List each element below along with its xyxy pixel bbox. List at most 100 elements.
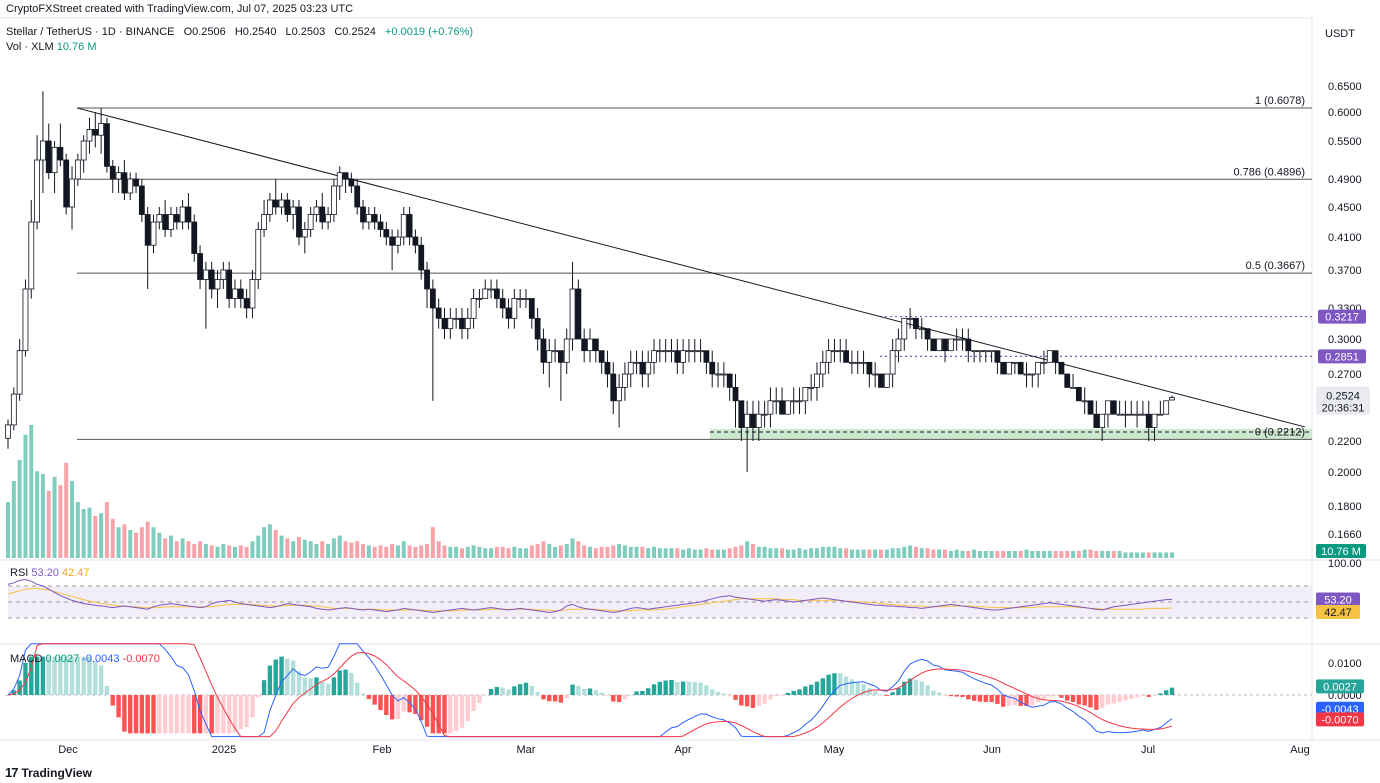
volume-bar xyxy=(180,538,185,558)
candle-body xyxy=(953,338,960,341)
candle-body xyxy=(942,338,948,352)
macd-histogram-bar xyxy=(506,689,511,695)
candle-body xyxy=(622,373,628,388)
rsi-value: 53.20 xyxy=(31,567,59,579)
macd-histogram-bar xyxy=(459,695,465,728)
macd-value: -0.0043 xyxy=(82,653,120,665)
volume-bar xyxy=(913,546,918,558)
candle-body xyxy=(854,361,861,364)
candle-body xyxy=(697,350,704,353)
candle-body xyxy=(1023,373,1030,376)
candle-body xyxy=(395,236,401,246)
candle-body xyxy=(1052,350,1059,363)
volume-label[interactable]: Vol · XLM xyxy=(6,41,54,53)
candle-body xyxy=(406,214,413,238)
macd-histogram-bar xyxy=(884,695,890,696)
candle-body xyxy=(889,350,896,375)
symbol-info: Stellar / TetherUS · 1D · BINANCE O0.250… xyxy=(6,26,479,38)
candle-body xyxy=(808,386,815,389)
candle-body xyxy=(1105,400,1111,415)
macd-histogram-bar xyxy=(838,673,843,695)
macd-histogram-bar xyxy=(273,659,278,695)
price-axis-tick: 0.2200 xyxy=(1328,436,1362,448)
macd-histogram-bar xyxy=(128,695,133,734)
volume-bar xyxy=(11,481,16,558)
candle-body xyxy=(22,288,29,352)
macd-histogram-bar xyxy=(977,695,983,702)
candle-body xyxy=(686,350,692,353)
candle-body xyxy=(424,269,430,290)
candle-body xyxy=(505,307,512,319)
volume-bar xyxy=(110,518,115,558)
macd-histogram-bar xyxy=(570,684,575,695)
macd-histogram-bar xyxy=(23,662,28,695)
candle-body xyxy=(656,350,663,353)
macd-histogram-bar xyxy=(1094,695,1099,710)
currency-label[interactable]: USDT xyxy=(1325,28,1355,40)
macd-histogram-bar xyxy=(337,670,342,695)
volume-bar xyxy=(75,502,80,558)
macd-histogram-bar xyxy=(814,681,820,695)
volume-bar xyxy=(692,549,697,558)
macd-histogram-bar xyxy=(1169,687,1175,695)
candle-body xyxy=(69,178,75,208)
macd-histogram-bar xyxy=(587,688,593,695)
price-axis-tick: 0.1800 xyxy=(1328,501,1362,513)
candle-body xyxy=(133,178,139,187)
macd-histogram-bar xyxy=(535,691,540,695)
macd-histogram-bar xyxy=(197,695,203,734)
volume-bar xyxy=(919,548,924,558)
macd-histogram-bar xyxy=(1030,695,1035,706)
price-axis-tick: 0.6500 xyxy=(1328,81,1362,93)
candle-body xyxy=(57,146,64,161)
volume-bar xyxy=(622,545,627,558)
candle-body xyxy=(1000,361,1007,375)
volume-bar xyxy=(1170,552,1174,558)
volume-bar xyxy=(1105,551,1110,558)
candle-body xyxy=(1169,397,1175,401)
rsi-label[interactable]: RSI xyxy=(10,567,29,579)
volume-bar xyxy=(465,546,470,558)
candle-body xyxy=(226,269,233,299)
candle-body xyxy=(546,350,553,363)
candle-body xyxy=(156,214,163,223)
macd-histogram-bar xyxy=(1140,695,1146,697)
volume-bar xyxy=(256,535,261,558)
volume-bar xyxy=(267,524,272,558)
tradingview-logo[interactable]: 17 TradingView xyxy=(5,765,92,780)
volume-bar xyxy=(867,549,872,558)
macd-histogram-bar xyxy=(442,695,447,734)
macd-histogram-bar xyxy=(122,695,127,732)
close-value: C0.2524 xyxy=(334,26,376,38)
price-axis-tick: 0.2700 xyxy=(1328,369,1362,381)
volume-tag xyxy=(1316,544,1366,558)
volume-bar xyxy=(58,485,63,558)
macd-histogram-bar xyxy=(221,695,226,734)
time-axis-tick: Aug xyxy=(1290,744,1310,756)
candle-body xyxy=(464,317,471,330)
volume-bar xyxy=(785,549,790,558)
macd-histogram-bar xyxy=(98,665,104,695)
macd-histogram-bar xyxy=(867,688,872,695)
volume-bar xyxy=(209,545,214,558)
price-axis-tick: 0.3700 xyxy=(1328,265,1362,277)
volume-bar xyxy=(1001,551,1006,558)
macd-histogram-bar xyxy=(465,695,470,722)
volume-bar xyxy=(232,546,237,558)
macd-histogram-bar xyxy=(290,660,296,695)
candle-body xyxy=(1017,361,1024,375)
symbol-name[interactable]: Stellar / TetherUS · 1D · BINANCE xyxy=(6,26,175,38)
macd-histogram-bar xyxy=(215,695,220,734)
volume-bar xyxy=(721,549,726,558)
time-axis-tick: Mar xyxy=(517,744,536,756)
macd-histogram-bar xyxy=(256,695,261,698)
low-value: L0.2503 xyxy=(285,26,326,38)
macd-histogram-bar xyxy=(686,681,692,695)
volume-bar xyxy=(1140,552,1145,558)
candle-body xyxy=(342,172,349,180)
descending-trendline xyxy=(76,107,1306,428)
volume-bar xyxy=(494,546,499,558)
macd-label[interactable]: MACD xyxy=(10,653,43,665)
volume-bar xyxy=(215,546,220,558)
